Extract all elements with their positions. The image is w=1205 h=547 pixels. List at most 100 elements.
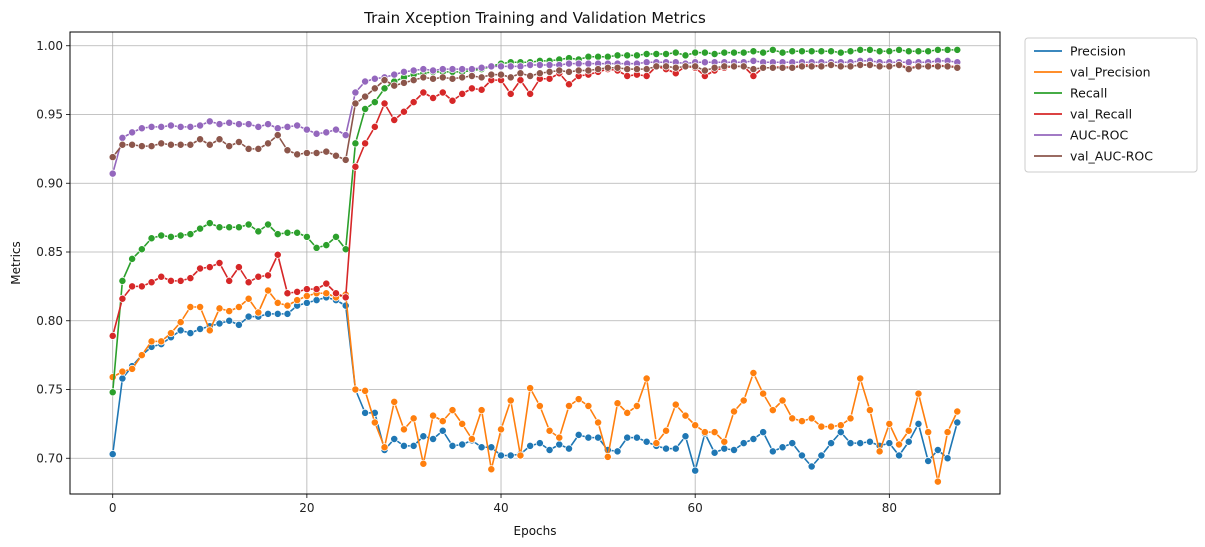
data-point-val-recall <box>399 107 408 116</box>
data-point-precision <box>933 446 942 454</box>
data-point-val-auc-roc <box>380 76 389 85</box>
data-point-recall <box>681 51 690 60</box>
data-point-precision <box>118 374 127 383</box>
data-point-val-precision <box>565 402 573 410</box>
data-point-val-recall <box>167 276 175 285</box>
data-point-val-precision <box>574 395 583 404</box>
data-point-val-auc-roc <box>671 63 680 72</box>
data-point-auc-roc <box>545 61 554 69</box>
data-point-precision <box>225 316 234 325</box>
data-point-val-precision <box>351 385 360 394</box>
data-point-val-recall <box>293 287 302 296</box>
data-point-recall <box>380 84 389 93</box>
data-point-val-precision <box>273 298 282 307</box>
data-point-precision <box>632 433 641 442</box>
legend-item-auc-roc: AUC-ROC <box>1034 128 1128 143</box>
data-point-precision <box>176 326 185 335</box>
data-point-val-precision <box>720 437 729 446</box>
data-point-auc-roc <box>128 128 137 137</box>
data-point-recall <box>875 47 884 56</box>
data-point-val-recall <box>128 282 137 291</box>
data-point-recall <box>778 48 787 57</box>
data-point-val-precision <box>234 303 243 311</box>
data-point-recall <box>594 52 603 61</box>
data-point-auc-roc <box>234 120 243 129</box>
data-point-auc-roc <box>419 65 428 74</box>
data-point-val-precision <box>768 406 777 415</box>
data-point-val-auc-roc <box>448 74 457 83</box>
data-point-recall <box>176 231 185 240</box>
data-point-val-precision <box>176 318 185 327</box>
legend-item-val-recall: val_Recall <box>1034 107 1132 122</box>
data-point-val-recall <box>409 98 418 107</box>
data-point-val-recall <box>322 279 331 288</box>
data-point-val-recall <box>341 293 350 302</box>
data-point-val-precision <box>186 303 195 311</box>
data-point-val-auc-roc <box>186 140 195 149</box>
data-point-val-precision <box>865 406 874 415</box>
data-point-val-recall <box>351 162 360 171</box>
data-point-precision <box>477 443 486 452</box>
data-point-val-auc-roc <box>798 62 806 71</box>
data-point-val-recall <box>642 72 651 80</box>
data-point-val-recall <box>438 88 447 97</box>
data-point-val-auc-roc <box>662 62 671 71</box>
data-point-precision <box>749 435 758 443</box>
data-point-val-recall <box>225 276 234 285</box>
data-point-val-auc-roc <box>613 63 622 72</box>
data-point-val-auc-roc <box>196 135 205 144</box>
data-point-val-precision <box>555 433 564 442</box>
data-point-recall <box>759 48 768 57</box>
data-point-val-precision <box>885 419 894 428</box>
data-point-recall <box>128 254 137 263</box>
data-point-val-recall <box>186 274 195 283</box>
data-point-val-auc-roc <box>914 62 923 71</box>
data-point-auc-roc <box>147 122 156 131</box>
data-point-recall <box>856 45 865 54</box>
data-point-val-auc-roc <box>730 62 738 71</box>
data-point-val-precision <box>836 421 845 430</box>
data-point-recall <box>147 234 156 243</box>
data-point-precision <box>953 418 962 427</box>
data-point-auc-roc <box>642 58 651 67</box>
data-point-precision <box>671 444 680 453</box>
data-point-recall <box>691 48 700 57</box>
data-point-precision <box>196 325 205 333</box>
data-point-val-precision <box>846 414 855 423</box>
data-point-val-recall <box>176 276 185 285</box>
data-point-recall <box>943 45 952 54</box>
data-point-val-precision <box>108 373 117 382</box>
data-point-val-auc-roc <box>137 142 146 151</box>
y-axis: 0.70 0.75 0.80 0.85 0.90 0.95 1.00 <box>36 39 70 465</box>
data-point-val-auc-roc <box>943 62 952 71</box>
data-point-val-precision <box>759 389 768 398</box>
data-point-auc-roc <box>157 122 166 131</box>
legend-label: val_Recall <box>1070 107 1132 122</box>
data-point-val-auc-roc <box>205 140 214 149</box>
data-point-val-auc-roc <box>361 92 370 101</box>
data-point-val-recall <box>390 116 399 124</box>
data-point-auc-roc <box>273 124 282 133</box>
data-point-val-recall <box>205 263 214 272</box>
legend-label: AUC-ROC <box>1070 128 1128 143</box>
data-point-auc-roc <box>137 124 146 133</box>
series-auc-roc <box>108 56 962 178</box>
data-point-val-auc-roc <box>273 131 282 140</box>
data-point-val-recall <box>506 89 515 98</box>
legend-item-precision: Precision <box>1034 44 1126 59</box>
data-point-recall <box>836 48 845 57</box>
data-point-val-auc-roc <box>584 66 593 75</box>
data-point-precision <box>865 437 874 446</box>
data-point-val-precision <box>196 303 205 311</box>
data-point-val-recall <box>283 289 292 298</box>
data-point-val-auc-roc <box>497 70 505 79</box>
data-point-auc-roc <box>477 63 486 72</box>
data-point-precision <box>662 444 671 453</box>
data-point-val-recall <box>108 331 117 340</box>
data-point-auc-roc <box>399 67 408 76</box>
data-point-auc-roc <box>332 125 340 134</box>
data-point-val-precision <box>594 418 603 427</box>
data-point-recall <box>215 223 224 232</box>
data-point-val-auc-roc <box>817 62 826 71</box>
data-point-precision <box>681 432 690 441</box>
